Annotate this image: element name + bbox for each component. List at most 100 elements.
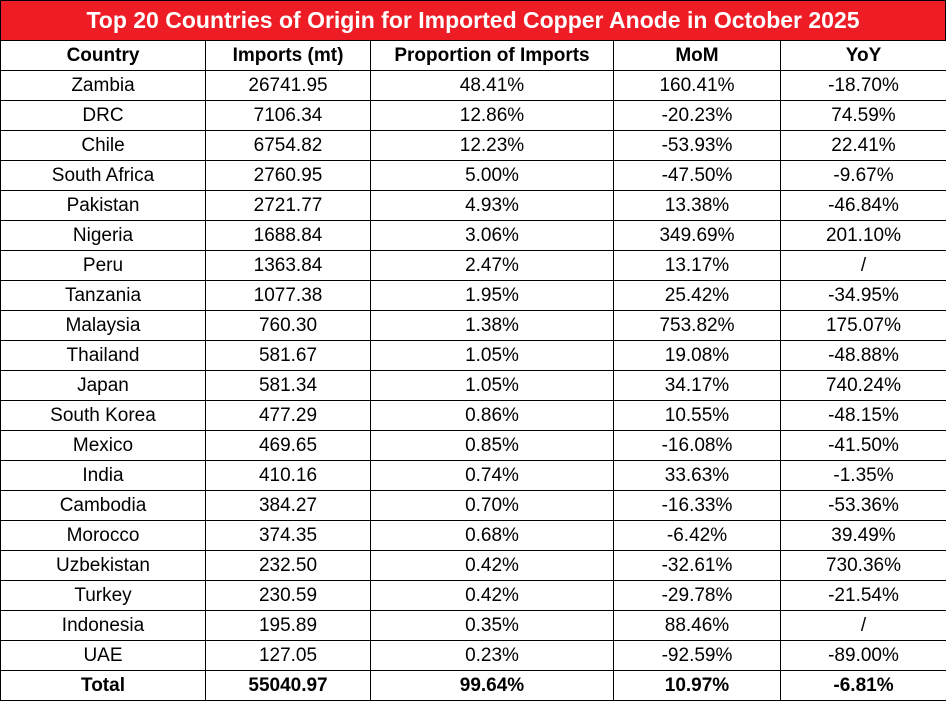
- table-body: Zambia 26741.95 48.41% 160.41% -18.70% DRC 710…: [0, 70, 946, 701]
- table-cell: 0.85%: [370, 430, 614, 461]
- table-head: Country Imports (mt) Proportion of Imports…: [0, 40, 946, 71]
- total-cell: Total: [0, 670, 206, 701]
- table-row: Uzbekistan 232.50 0.42% -32.61% 730.36%: [0, 550, 946, 581]
- total-cell: 55040.97: [205, 670, 371, 701]
- table-cell: 1.05%: [370, 370, 614, 401]
- table-cell: 581.34: [205, 370, 371, 401]
- table-cell: UAE: [0, 640, 206, 671]
- table-cell: 0.70%: [370, 490, 614, 521]
- table-cell: 39.49%: [780, 520, 946, 551]
- table-cell: Turkey: [0, 580, 206, 611]
- table-cell: 232.50: [205, 550, 371, 581]
- table-cell: 48.41%: [370, 70, 614, 101]
- table-cell: Malaysia: [0, 310, 206, 341]
- table-title: Top 20 Countries of Origin for Imported …: [0, 0, 946, 40]
- table-cell: 740.24%: [780, 370, 946, 401]
- table-cell: 1363.84: [205, 250, 371, 281]
- table-cell: Mexico: [0, 430, 206, 461]
- table-cell: 1077.38: [205, 280, 371, 311]
- table-cell: -47.50%: [613, 160, 781, 191]
- table-row: Indonesia 195.89 0.35% 88.46% /: [0, 610, 946, 641]
- table-cell: Cambodia: [0, 490, 206, 521]
- table-cell: Peru: [0, 250, 206, 281]
- table-cell: -6.42%: [613, 520, 781, 551]
- table-row: Morocco 374.35 0.68% -6.42% 39.49%: [0, 520, 946, 551]
- table-cell: 0.23%: [370, 640, 614, 671]
- table-cell: 469.65: [205, 430, 371, 461]
- table-cell: 2760.95: [205, 160, 371, 191]
- table-cell: 5.00%: [370, 160, 614, 191]
- column-header: Proportion of Imports: [370, 40, 614, 71]
- table-cell: -18.70%: [780, 70, 946, 101]
- table-cell: 0.74%: [370, 460, 614, 491]
- table-cell: -16.08%: [613, 430, 781, 461]
- column-header: YoY: [780, 40, 946, 71]
- table-cell: 160.41%: [613, 70, 781, 101]
- table-cell: 581.67: [205, 340, 371, 371]
- table-cell: 374.35: [205, 520, 371, 551]
- table-cell: 22.41%: [780, 130, 946, 161]
- column-header: Imports (mt): [205, 40, 371, 71]
- table-cell: 0.35%: [370, 610, 614, 641]
- table-row: Nigeria 1688.84 3.06% 349.69% 201.10%: [0, 220, 946, 251]
- table-cell: 730.36%: [780, 550, 946, 581]
- table-row: India 410.16 0.74% 33.63% -1.35%: [0, 460, 946, 491]
- table-cell: Tanzania: [0, 280, 206, 311]
- table-row: Pakistan 2721.77 4.93% 13.38% -46.84%: [0, 190, 946, 221]
- table-cell: 7106.34: [205, 100, 371, 131]
- table-cell: 33.63%: [613, 460, 781, 491]
- table-cell: 13.38%: [613, 190, 781, 221]
- total-cell: 10.97%: [613, 670, 781, 701]
- table-cell: 4.93%: [370, 190, 614, 221]
- table-cell: 74.59%: [780, 100, 946, 131]
- table-cell: 25.42%: [613, 280, 781, 311]
- table-cell: Thailand: [0, 340, 206, 371]
- table-cell: 2721.77: [205, 190, 371, 221]
- table-cell: 1.05%: [370, 340, 614, 371]
- table-cell: -21.54%: [780, 580, 946, 611]
- table-cell: Uzbekistan: [0, 550, 206, 581]
- table-cell: 760.30: [205, 310, 371, 341]
- table-cell: -32.61%: [613, 550, 781, 581]
- table-cell: 13.17%: [613, 250, 781, 281]
- header-row: Country Imports (mt) Proportion of Imports…: [0, 40, 946, 71]
- table-cell: -53.93%: [613, 130, 781, 161]
- table-cell: 26741.95: [205, 70, 371, 101]
- table-cell: 19.08%: [613, 340, 781, 371]
- table-cell: 88.46%: [613, 610, 781, 641]
- table-cell: 349.69%: [613, 220, 781, 251]
- table-cell: -20.23%: [613, 100, 781, 131]
- table-row: Mexico 469.65 0.85% -16.08% -41.50%: [0, 430, 946, 461]
- table-cell: 0.86%: [370, 400, 614, 431]
- table: Country Imports (mt) Proportion of Imports…: [0, 40, 946, 701]
- table-row: Tanzania 1077.38 1.95% 25.42% -34.95%: [0, 280, 946, 311]
- table-row: UAE 127.05 0.23% -92.59% -89.00%: [0, 640, 946, 671]
- table-cell: 1688.84: [205, 220, 371, 251]
- table-cell: India: [0, 460, 206, 491]
- table-cell: South Korea: [0, 400, 206, 431]
- table-cell: /: [780, 250, 946, 281]
- table-cell: DRC: [0, 100, 206, 131]
- table-cell: -48.88%: [780, 340, 946, 371]
- table-cell: -46.84%: [780, 190, 946, 221]
- table-cell: 34.17%: [613, 370, 781, 401]
- table-cell: -29.78%: [613, 580, 781, 611]
- column-header: Country: [0, 40, 206, 71]
- table-cell: 3.06%: [370, 220, 614, 251]
- table-cell: Indonesia: [0, 610, 206, 641]
- table-cell: Chile: [0, 130, 206, 161]
- table-cell: Pakistan: [0, 190, 206, 221]
- table-cell: 127.05: [205, 640, 371, 671]
- table-cell: Morocco: [0, 520, 206, 551]
- column-header: MoM: [613, 40, 781, 71]
- table-row: Peru 1363.84 2.47% 13.17% /: [0, 250, 946, 281]
- table-row: South Korea 477.29 0.86% 10.55% -48.15%: [0, 400, 946, 431]
- table-cell: 477.29: [205, 400, 371, 431]
- table-cell: -9.67%: [780, 160, 946, 191]
- table-cell: 1.95%: [370, 280, 614, 311]
- total-cell: -6.81%: [780, 670, 946, 701]
- table-cell: -48.15%: [780, 400, 946, 431]
- table-row: Zambia 26741.95 48.41% 160.41% -18.70%: [0, 70, 946, 101]
- table-cell: 1.38%: [370, 310, 614, 341]
- table-cell: 0.42%: [370, 580, 614, 611]
